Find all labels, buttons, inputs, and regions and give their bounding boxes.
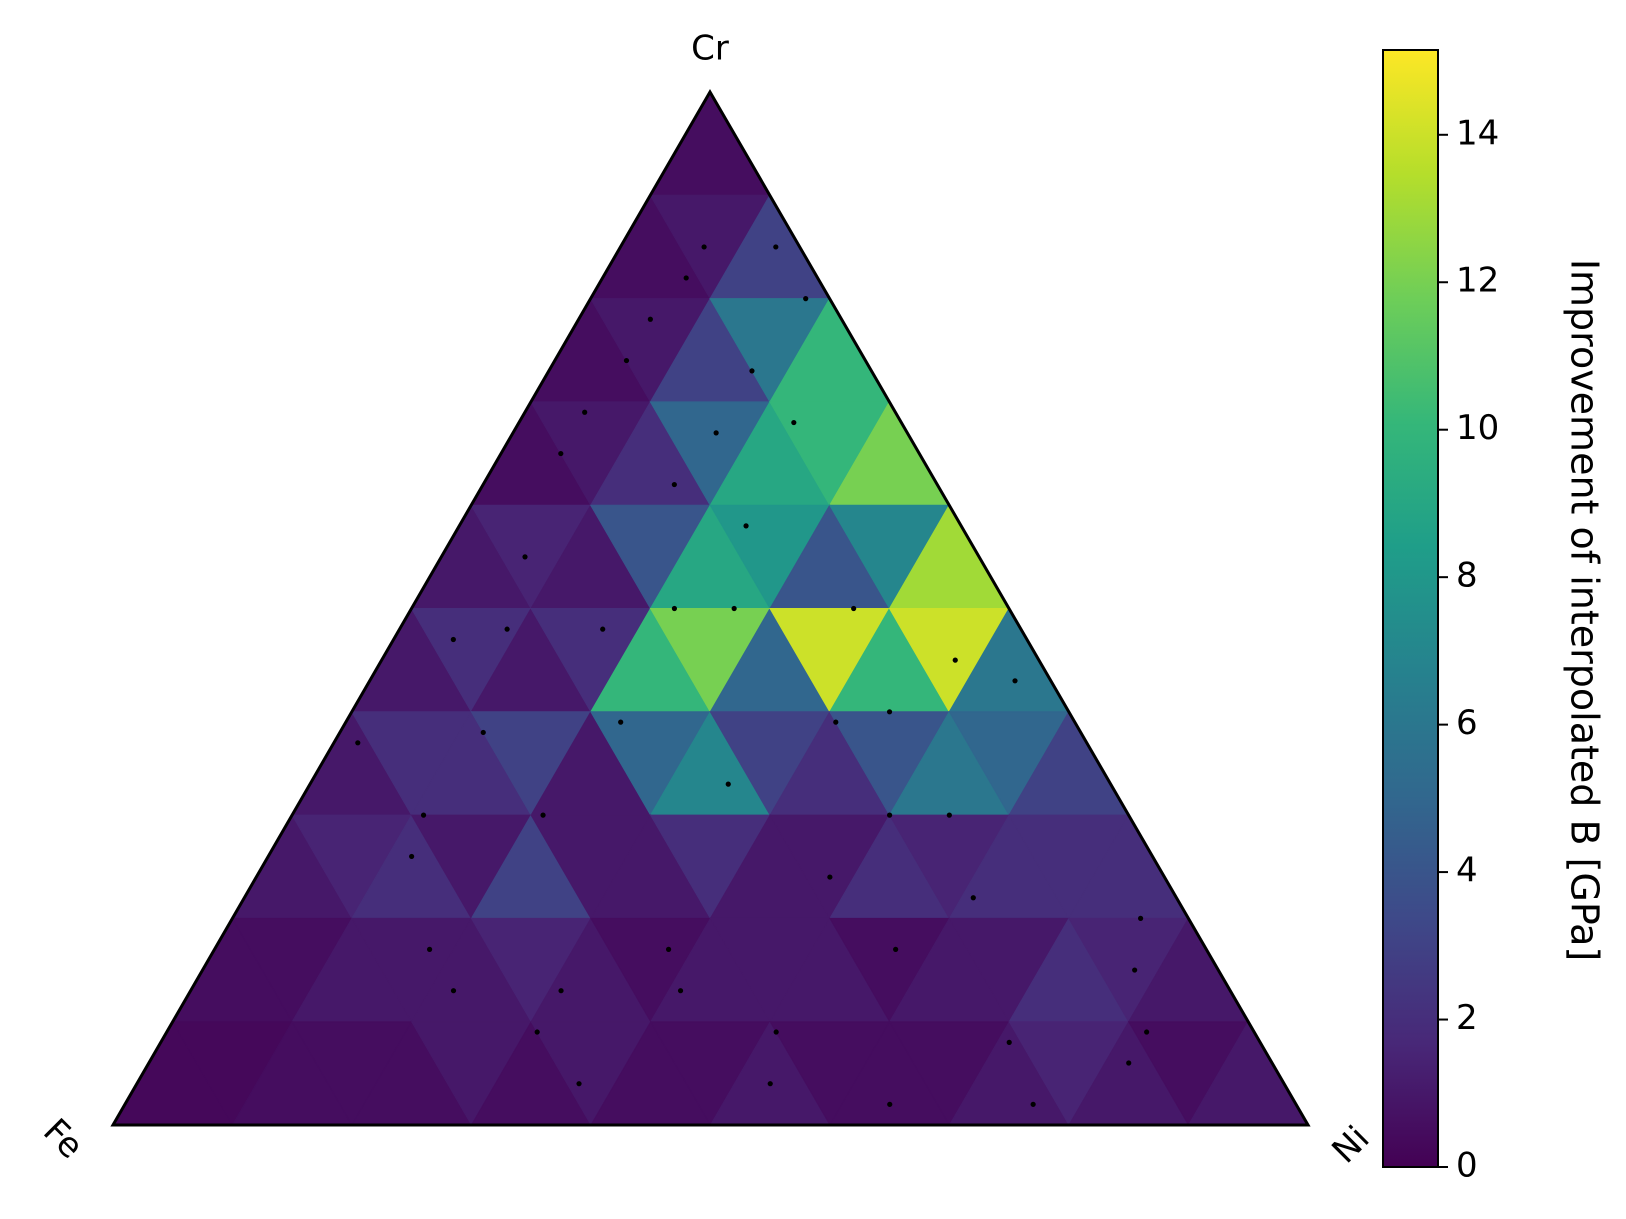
data-point	[504, 626, 510, 632]
data-point	[1144, 1029, 1150, 1035]
data-point	[946, 812, 952, 818]
data-point	[409, 853, 415, 860]
colorbar-tick-label: 4	[1456, 851, 1478, 891]
data-point	[952, 657, 958, 663]
data-point	[450, 988, 457, 994]
data-point	[558, 450, 564, 457]
data-point	[851, 605, 857, 612]
corner-label-left: Fe	[35, 1111, 91, 1167]
colorbar-tick-label: 10	[1456, 408, 1499, 448]
data-point	[773, 1029, 779, 1035]
colorbar-tick-label: 14	[1456, 113, 1499, 153]
data-point	[886, 709, 893, 715]
heat-cell	[649, 91, 771, 196]
colorbar-tick-label: 2	[1456, 998, 1478, 1038]
data-point	[540, 812, 546, 818]
data-point	[743, 523, 749, 529]
data-point	[1126, 1060, 1132, 1066]
colorbar-axis: 0 2 4 6 8 10 12 14	[1438, 113, 1499, 1186]
data-point	[420, 812, 427, 818]
data-point	[450, 636, 456, 643]
data-point	[701, 244, 707, 250]
data-point	[725, 781, 731, 787]
data-point	[713, 430, 719, 436]
data-point	[426, 946, 433, 952]
data-point	[522, 554, 528, 560]
corner-label-top: Cr	[691, 29, 729, 69]
points	[355, 244, 1150, 1107]
data-point	[623, 357, 630, 364]
data-point	[827, 874, 833, 880]
colorbar	[1382, 49, 1439, 1168]
data-point	[534, 1029, 540, 1035]
data-point	[970, 895, 976, 901]
colorbar-tick-label: 6	[1456, 703, 1478, 743]
data-point	[833, 719, 839, 725]
data-point	[803, 296, 809, 302]
data-point	[731, 605, 737, 612]
data-point	[893, 946, 899, 952]
data-point	[671, 605, 678, 612]
data-point	[1012, 678, 1018, 684]
data-point	[582, 409, 588, 415]
data-point	[773, 244, 779, 250]
data-point	[480, 729, 486, 736]
colorbar-tick-label: 12	[1456, 261, 1499, 301]
data-point	[887, 812, 893, 818]
colorbar-tick-label: 0	[1456, 1146, 1478, 1186]
data-point	[355, 740, 361, 746]
data-point	[1132, 967, 1138, 973]
colorbar-label: Improvement of interpolated B [GPa]	[1563, 259, 1607, 961]
data-point	[677, 988, 684, 994]
corner-label-right: Ni	[1324, 1118, 1377, 1171]
data-point	[647, 316, 653, 322]
data-point	[683, 275, 689, 281]
data-point	[767, 1081, 773, 1087]
data-point	[618, 719, 624, 725]
data-point	[749, 368, 755, 374]
data-point	[1138, 915, 1144, 922]
triangle-frame	[110, 89, 1311, 1127]
colorbar-tick-label: 8	[1456, 556, 1478, 596]
data-point	[600, 626, 606, 632]
data-point	[576, 1081, 582, 1087]
data-point	[671, 481, 677, 488]
data-point	[791, 419, 797, 426]
data-point	[1030, 1101, 1036, 1107]
heatmap	[112, 91, 1309, 1126]
data-point	[887, 1101, 893, 1107]
data-point	[1006, 1039, 1012, 1045]
data-point	[558, 988, 564, 994]
data-point	[665, 946, 672, 952]
